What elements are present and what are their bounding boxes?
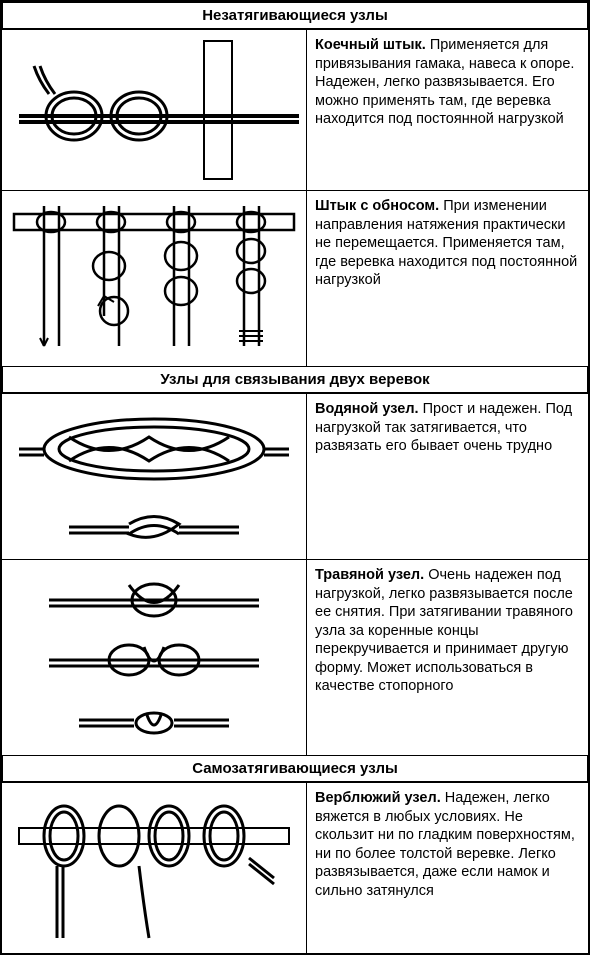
knot-shtyk-s-obnosom-icon <box>9 196 299 361</box>
knot-vodyanoy-icon <box>9 399 299 554</box>
section-header-1: Узлы для связывания двух веревок <box>2 366 588 393</box>
desc-cell: Водяной узел. Прост и надежен. Под нагру… <box>307 394 588 559</box>
knot-travyanoy-icon <box>9 565 299 750</box>
knot-name: Штык с обносом. <box>315 198 439 214</box>
knot-name: Верблюжий узел. <box>315 790 441 806</box>
section-header-0: Незатягивающиеся узлы <box>2 2 588 29</box>
knot-name: Водяной узел. <box>315 401 419 417</box>
diagram-cell <box>2 783 307 953</box>
knot-verblyuzhiy-icon <box>9 788 299 948</box>
desc-cell: Коечный штык. Применяется для привязыван… <box>307 30 588 190</box>
knot-desc: Надежен, легко вяжется в любых условиях.… <box>315 790 575 899</box>
knot-name: Коечный штык. <box>315 37 426 53</box>
knots-table: Незатягивающиеся узлы <box>0 0 590 955</box>
diagram-cell <box>2 394 307 559</box>
desc-cell: Штык с обносом. При изменении направлени… <box>307 191 588 366</box>
table-row: Штык с обносом. При изменении направлени… <box>2 190 588 366</box>
table-row: Коечный штык. Применяется для привязыван… <box>2 29 588 190</box>
table-row: Водяной узел. Прост и надежен. Под нагру… <box>2 393 588 559</box>
diagram-cell <box>2 560 307 755</box>
diagram-cell <box>2 191 307 366</box>
table-row: Травяной узел. Очень надежен под нагрузк… <box>2 559 588 755</box>
desc-cell: Травяной узел. Очень надежен под нагрузк… <box>307 560 588 755</box>
diagram-cell <box>2 30 307 190</box>
knot-name: Травяной узел. <box>315 567 424 583</box>
desc-cell: Верблюжий узел. Надежен, легко вяжется в… <box>307 783 588 953</box>
table-row: Верблюжий узел. Надежен, легко вяжется в… <box>2 782 588 953</box>
section-header-2: Самозатягивающиеся узлы <box>2 755 588 782</box>
knot-koechny-shtyk-icon <box>9 36 299 184</box>
knot-desc: Очень надежен под нагрузкой, легко развя… <box>315 567 573 694</box>
